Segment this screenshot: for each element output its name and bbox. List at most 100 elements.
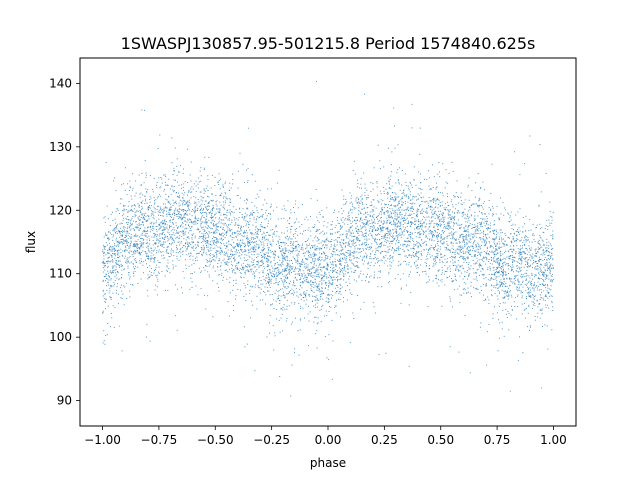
- data-point: [208, 202, 210, 204]
- data-point: [118, 231, 120, 233]
- data-point: [188, 225, 189, 227]
- data-point: [107, 237, 109, 238]
- data-point: [332, 261, 334, 263]
- data-point: [380, 229, 382, 231]
- data-point: [162, 230, 164, 231]
- data-point: [295, 250, 297, 252]
- data-point: [537, 312, 539, 314]
- data-point: [342, 242, 344, 244]
- data-point: [342, 210, 344, 212]
- data-point: [164, 236, 166, 238]
- data-point: [390, 213, 392, 215]
- data-point: [141, 184, 143, 186]
- data-point: [176, 203, 177, 205]
- data-point: [139, 253, 141, 255]
- data-point: [526, 253, 528, 255]
- data-point: [477, 289, 479, 290]
- data-point: [271, 275, 273, 277]
- data-point: [121, 290, 123, 292]
- data-point: [138, 236, 140, 238]
- data-point: [483, 294, 484, 296]
- data-point: [283, 257, 285, 259]
- data-point: [358, 202, 360, 204]
- data-point: [281, 279, 283, 281]
- data-point: [144, 215, 145, 216]
- data-point: [483, 231, 485, 233]
- data-point: [132, 211, 134, 212]
- data-point: [160, 209, 162, 211]
- data-point: [468, 220, 470, 222]
- data-point: [344, 267, 346, 269]
- data-point: [519, 240, 521, 242]
- data-point: [109, 261, 111, 263]
- data-point: [146, 246, 148, 248]
- data-point: [343, 195, 345, 197]
- data-point: [192, 233, 194, 235]
- data-point: [254, 180, 256, 182]
- data-point: [110, 250, 112, 252]
- data-point: [352, 251, 354, 253]
- data-point: [399, 209, 401, 211]
- data-point: [230, 250, 232, 252]
- data-point: [429, 177, 431, 179]
- data-point: [467, 226, 469, 228]
- data-point: [490, 278, 492, 280]
- data-point: [496, 234, 498, 236]
- data-point: [159, 224, 161, 226]
- data-point: [235, 265, 236, 267]
- data-point: [106, 234, 108, 236]
- data-point: [129, 278, 131, 280]
- data-point: [187, 200, 188, 202]
- data-point: [416, 211, 418, 213]
- data-point: [465, 239, 467, 241]
- data-point: [114, 230, 116, 232]
- data-point: [236, 267, 238, 269]
- data-point: [359, 220, 361, 222]
- data-point: [499, 270, 500, 272]
- data-point: [268, 283, 270, 285]
- data-point: [441, 267, 443, 268]
- data-point: [251, 232, 253, 234]
- data-point: [235, 218, 237, 220]
- data-point: [249, 256, 251, 258]
- data-point: [339, 253, 341, 255]
- data-point: [103, 276, 105, 278]
- data-point: [182, 226, 184, 228]
- data-point: [357, 232, 358, 234]
- data-point: [239, 240, 241, 242]
- data-point: [316, 248, 318, 250]
- data-point: [158, 271, 160, 273]
- data-point: [494, 223, 496, 225]
- data-point: [493, 224, 495, 226]
- data-point: [111, 272, 112, 274]
- data-point: [144, 230, 146, 232]
- data-point: [172, 222, 174, 224]
- data-point: [406, 263, 408, 265]
- data-point: [384, 213, 386, 215]
- data-point: [410, 210, 412, 212]
- data-point: [118, 325, 120, 327]
- data-point: [351, 262, 353, 264]
- data-point: [216, 226, 218, 228]
- data-point: [382, 251, 384, 252]
- data-point: [312, 277, 314, 278]
- data-point: [472, 236, 474, 238]
- data-point: [533, 285, 535, 287]
- data-point: [365, 255, 367, 257]
- data-point: [310, 284, 311, 286]
- data-point: [221, 219, 223, 221]
- data-point: [508, 285, 510, 287]
- data-point: [540, 228, 541, 230]
- data-point: [105, 254, 107, 256]
- data-point: [144, 219, 146, 220]
- data-point: [492, 274, 494, 275]
- data-point: [347, 268, 349, 270]
- data-point: [477, 215, 479, 217]
- data-point: [137, 244, 139, 246]
- data-point: [203, 246, 205, 248]
- data-point: [327, 264, 328, 266]
- data-point: [406, 230, 408, 231]
- data-point: [124, 286, 126, 288]
- data-point: [392, 199, 394, 200]
- data-point: [511, 228, 513, 230]
